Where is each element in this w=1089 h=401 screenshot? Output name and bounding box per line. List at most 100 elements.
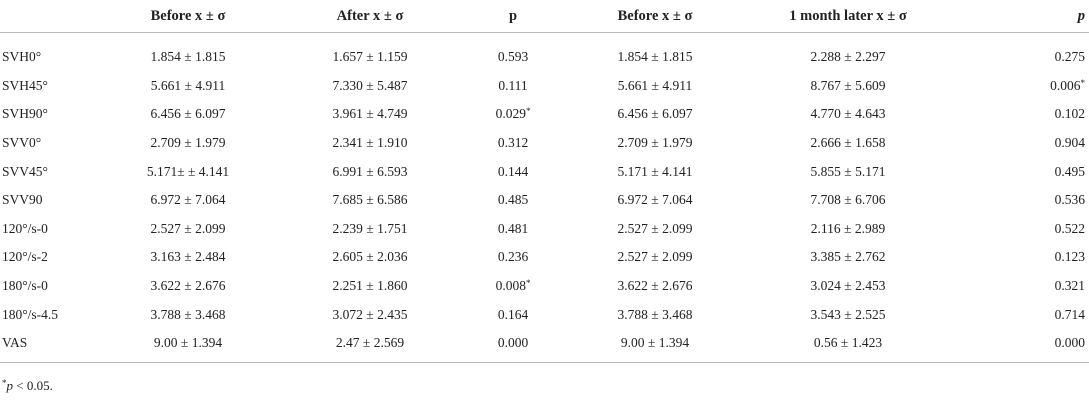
significance-mark: * <box>525 106 531 117</box>
p-value: 0.102 <box>1054 106 1085 122</box>
cell-text: 2.239 ± 1.751 <box>332 220 408 236</box>
cell: 0.008* <box>474 272 552 301</box>
p-value: 0.000 <box>1054 335 1085 351</box>
cell-text: 2.527 ± 2.099 <box>150 220 226 236</box>
p-value: 0.593 <box>497 49 529 65</box>
cell-text: 1.657 ± 1.159 <box>332 49 408 65</box>
table-row: SVV0° 2.709 ± 1.979 2.341 ± 1.910 0.312 2.70… <box>0 129 1089 158</box>
cell: 1.854 ± 1.815 <box>110 33 266 72</box>
cell-text: 6.972 ± 7.064 <box>150 192 226 208</box>
p-value: 0.123 <box>1054 249 1085 265</box>
p-value: 0.006 <box>1050 77 1081 93</box>
footnote-text: < 0.05. <box>13 378 53 393</box>
cell-text: 180°/s-0 <box>2 278 48 294</box>
cell: 6.972 ± 7.064 <box>552 186 758 215</box>
cell: 2.709 ± 1.979 <box>110 129 266 158</box>
header-text: Before x ± σ <box>150 7 226 24</box>
p-value: 0.236 <box>497 249 529 265</box>
table-row: SVH45° 5.661 ± 4.911 7.330 ± 5.487 0.111 5.6… <box>0 72 1089 101</box>
cell: 7.330 ± 5.487 <box>266 72 474 101</box>
cell-text: 5.171± ± 4.141 <box>146 163 230 179</box>
cell-text: 2.251 ± 1.860 <box>332 278 408 294</box>
p-value: 0.714 <box>1054 306 1085 322</box>
cell: 0.56 ± 1.423 <box>758 328 938 363</box>
cell: 5.855 ± 5.171 <box>758 157 938 186</box>
cell: 0.312 <box>474 129 552 158</box>
p-value: 0.275 <box>1054 49 1085 65</box>
p-value: 0.008 <box>495 278 526 294</box>
cell-text: 6.991 ± 6.593 <box>332 163 408 179</box>
header-row: Before x ± σ After x ± σ p Before x ± σ 1 mo… <box>0 0 1089 33</box>
cell: 3.024 ± 2.453 <box>758 272 938 301</box>
cell-text: 3.072 ± 2.435 <box>332 306 408 322</box>
cell: 0.275 <box>938 33 1089 72</box>
cell: 2.288 ± 2.297 <box>758 33 938 72</box>
cell: 3.622 ± 2.676 <box>110 272 266 301</box>
row-label: SVV90 <box>0 186 110 215</box>
cell-text: 3.543 ± 2.525 <box>810 306 886 322</box>
cell-text: 3.163 ± 2.484 <box>150 249 226 265</box>
cell-text: 3.385 ± 2.762 <box>810 249 886 265</box>
cell: 3.385 ± 2.762 <box>758 243 938 272</box>
cell: 6.991 ± 6.593 <box>266 157 474 186</box>
p-value: 0.522 <box>1054 220 1085 236</box>
cell-text: SVH90° <box>2 106 48 122</box>
cell-text: SVH45° <box>2 77 48 93</box>
cell: 3.543 ± 2.525 <box>758 300 938 329</box>
cell: 2.116 ± 2.989 <box>758 215 938 244</box>
p-value: 0.312 <box>497 135 529 151</box>
cell: 7.685 ± 6.586 <box>266 186 474 215</box>
cell: 6.456 ± 6.097 <box>110 100 266 129</box>
header-cell: 1 month later x ± σ <box>758 0 938 33</box>
table-row: 120°/s-2 3.163 ± 2.484 2.605 ± 2.036 0.236 2… <box>0 243 1089 272</box>
cell-text: 180°/s-4.5 <box>2 306 59 322</box>
p-value: 0.321 <box>1054 278 1085 294</box>
cell: 2.47 ± 2.569 <box>266 328 474 363</box>
cell-text: 3.024 ± 2.453 <box>810 278 886 294</box>
table-body: SVH0° 1.854 ± 1.815 1.657 ± 1.159 0.593 1.85… <box>0 33 1089 363</box>
cell: 2.527 ± 2.099 <box>552 215 758 244</box>
cell: 5.171± ± 4.141 <box>110 157 266 186</box>
cell-text: 2.666 ± 1.658 <box>810 135 886 151</box>
cell-text: 2.605 ± 2.036 <box>332 249 408 265</box>
significance-mark: * <box>525 278 531 289</box>
cell: 0.006* <box>938 72 1089 101</box>
header-text: After x ± σ <box>336 7 404 24</box>
cell: 0.164 <box>474 300 552 329</box>
cell-text: 1.854 ± 1.815 <box>150 49 226 65</box>
row-label: SVH0° <box>0 33 110 72</box>
cell-text: 6.456 ± 6.097 <box>617 106 693 122</box>
cell-text: 2.341 ± 1.910 <box>332 135 408 151</box>
cell-text: 2.47 ± 2.569 <box>335 335 405 351</box>
header-cell: p <box>938 0 1089 33</box>
cell: 0.904 <box>938 129 1089 158</box>
cell: 3.788 ± 3.468 <box>552 300 758 329</box>
cell: 0.522 <box>938 215 1089 244</box>
p-value: 0.495 <box>1054 163 1085 179</box>
row-label: 120°/s-0 <box>0 215 110 244</box>
cell-text: 4.770 ± 4.643 <box>810 106 886 122</box>
cell: 3.163 ± 2.484 <box>110 243 266 272</box>
p-value: 0.164 <box>497 306 529 322</box>
p-value: 0.029 <box>495 106 526 122</box>
p-value: 0.144 <box>497 163 529 179</box>
cell-text: 120°/s-2 <box>2 249 48 265</box>
cell: 0.000 <box>938 328 1089 363</box>
header-cell: Before x ± σ <box>552 0 758 33</box>
cell-text: 2.527 ± 2.099 <box>617 249 693 265</box>
cell: 2.666 ± 1.658 <box>758 129 938 158</box>
cell: 0.536 <box>938 186 1089 215</box>
header-text: 1 month later x ± σ <box>789 7 907 24</box>
table-row: VAS 9.00 ± 1.394 2.47 ± 2.569 0.000 9.00 ± 1… <box>0 328 1089 363</box>
p-value: 0.904 <box>1054 135 1085 151</box>
cell-text: 3.961 ± 4.749 <box>332 106 408 122</box>
header-cell: p <box>474 0 552 33</box>
cell-text: 2.709 ± 1.979 <box>617 135 693 151</box>
significance-mark: * <box>1080 77 1086 88</box>
p-value: 0.536 <box>1054 192 1085 208</box>
row-label: SVV45° <box>0 157 110 186</box>
cell: 2.341 ± 1.910 <box>266 129 474 158</box>
cell: 0.236 <box>474 243 552 272</box>
cell: 5.661 ± 4.911 <box>552 72 758 101</box>
